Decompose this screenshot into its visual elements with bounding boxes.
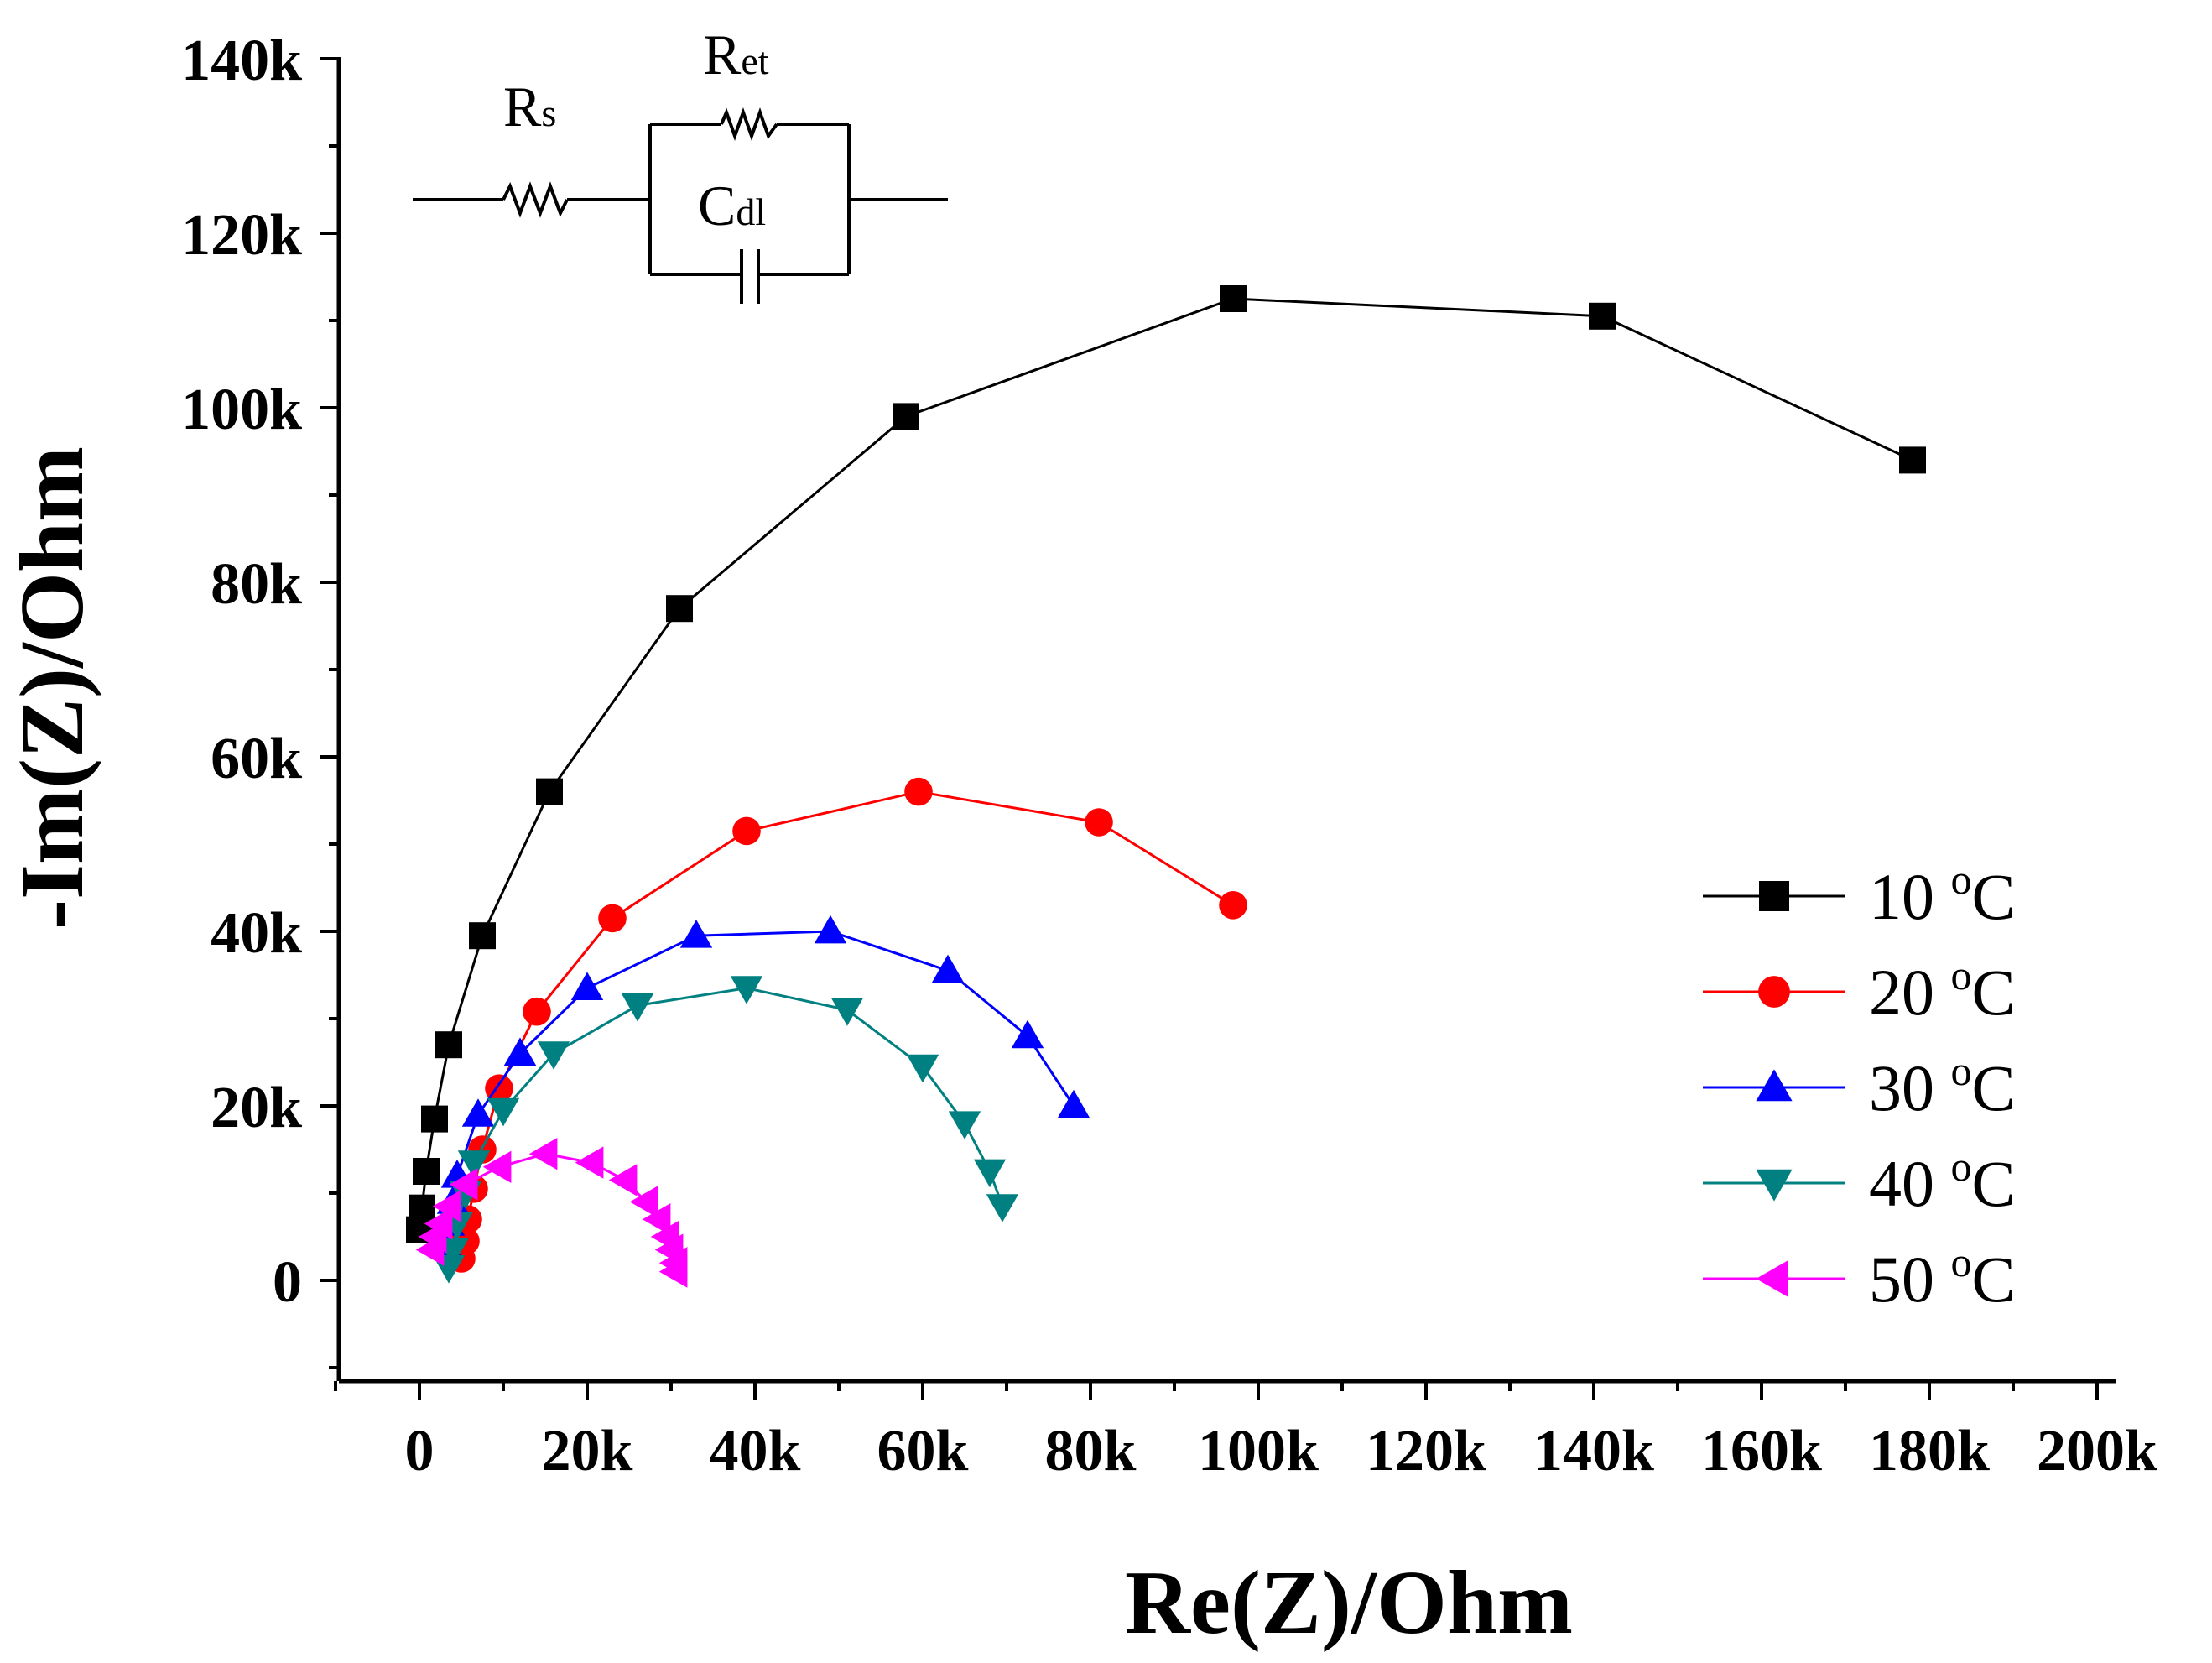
axes — [336, 57, 2116, 1384]
data-point — [730, 976, 763, 1004]
y-tick-label: 80k — [211, 552, 302, 617]
data-point — [1589, 302, 1616, 330]
data-point — [666, 595, 693, 623]
axis-tick-labels: 0 20k 40k 60k 80k 100k 120k 140k 160k 180k 200k 0 20… — [181, 29, 2157, 1483]
data-point — [1057, 1089, 1090, 1118]
x-tick-label: 0 — [405, 1419, 435, 1483]
data-point — [487, 1097, 520, 1127]
data-point — [528, 1138, 558, 1170]
data-point — [906, 1054, 939, 1083]
series-40 — [432, 976, 1019, 1284]
x-tick-label: 60k — [877, 1419, 969, 1483]
legend-marker — [1756, 1260, 1788, 1297]
x-axis-title: Re(Z)/Ohm — [1125, 1553, 1573, 1653]
y-tick-label: 20k — [211, 1076, 302, 1140]
data-point — [830, 998, 864, 1026]
data-point — [904, 777, 933, 806]
series-50 — [415, 1138, 688, 1288]
data-point — [421, 1105, 448, 1133]
legend-item: 10 oC — [1703, 856, 2016, 933]
data-point — [537, 1041, 570, 1070]
series-line — [447, 987, 1004, 1268]
data-point — [679, 920, 713, 948]
legend-marker — [1758, 976, 1790, 1008]
data-point — [1899, 446, 1926, 474]
data-point — [814, 915, 847, 944]
series-30 — [429, 915, 1090, 1258]
x-tick-label: 100k — [1198, 1419, 1319, 1483]
data-point — [461, 1098, 495, 1127]
data-point — [413, 1158, 440, 1185]
legend-marker — [1756, 1169, 1793, 1202]
cdl-label: Cdl — [698, 174, 766, 237]
data-point — [449, 1168, 478, 1201]
series-layer — [406, 285, 1926, 1288]
y-tick-label: 100k — [181, 378, 302, 442]
data-point — [608, 1164, 638, 1196]
legend-label: 40 oC — [1869, 1143, 2016, 1220]
data-point — [482, 1150, 512, 1183]
data-point — [1011, 1019, 1044, 1049]
data-point — [986, 1194, 1019, 1222]
x-tick-label: 160k — [1701, 1419, 1822, 1483]
series-10 — [406, 285, 1926, 1243]
data-point — [424, 1207, 453, 1240]
legend-marker — [1756, 1069, 1793, 1102]
data-point — [536, 778, 563, 805]
data-point — [409, 1194, 435, 1222]
equivalent-circuit — [413, 107, 948, 304]
y-axis-title: -Im(Z)/Ohm — [3, 446, 102, 930]
x-tick-label: 140k — [1533, 1419, 1654, 1483]
legend-marker — [1759, 881, 1789, 911]
legend-item: 20 oC — [1703, 951, 2016, 1029]
series-line — [418, 297, 1913, 1230]
x-tick-label: 80k — [1045, 1419, 1137, 1483]
legend-item: 50 oC — [1703, 1238, 2016, 1316]
rs-resistor-icon — [502, 181, 569, 218]
data-point — [503, 1037, 537, 1066]
legend-item: 40 oC — [1703, 1143, 2016, 1220]
data-point — [973, 1159, 1007, 1188]
x-tick-label: 180k — [1869, 1419, 1990, 1483]
data-point — [435, 1031, 462, 1059]
data-point — [658, 1255, 688, 1288]
y-tick-label: 140k — [181, 29, 302, 93]
data-point — [570, 972, 604, 1000]
data-point — [629, 1186, 658, 1218]
data-point — [598, 904, 627, 933]
data-point — [621, 993, 654, 1022]
legend-label: 20 oC — [1869, 951, 2016, 1029]
ret-resistor-icon — [720, 107, 778, 141]
data-point — [1220, 285, 1247, 312]
legend-label: 30 oC — [1869, 1047, 2016, 1124]
data-point — [432, 1190, 461, 1222]
axis-ticks — [320, 57, 2099, 1400]
y-tick-label: 40k — [211, 901, 302, 966]
data-point — [1085, 808, 1113, 837]
data-point — [457, 1150, 491, 1179]
rs-label: Rs — [503, 75, 556, 138]
data-point — [931, 954, 965, 983]
data-point — [732, 816, 761, 846]
data-point — [948, 1111, 981, 1139]
data-point — [893, 403, 919, 430]
data-point — [1219, 891, 1247, 920]
ret-label: Ret — [703, 23, 769, 86]
legend-label: 50 oC — [1869, 1238, 2016, 1316]
legend-item: 30 oC — [1703, 1047, 2016, 1124]
data-point — [469, 922, 496, 950]
data-point — [523, 997, 551, 1026]
x-tick-label: 20k — [542, 1419, 633, 1483]
y-tick-label: 60k — [211, 727, 302, 791]
x-tick-label: 40k — [710, 1419, 801, 1483]
x-tick-label: 200k — [2037, 1419, 2157, 1483]
data-point — [642, 1203, 671, 1236]
y-tick-label: 0 — [273, 1250, 302, 1315]
y-tick-label: 120k — [181, 203, 302, 268]
data-point — [575, 1146, 604, 1179]
legend-label: 10 oC — [1869, 856, 2016, 933]
legend: 10 oC 20 oC 30 oC 40 oC 50 oC — [1703, 856, 2016, 1316]
x-tick-label: 120k — [1366, 1419, 1486, 1483]
